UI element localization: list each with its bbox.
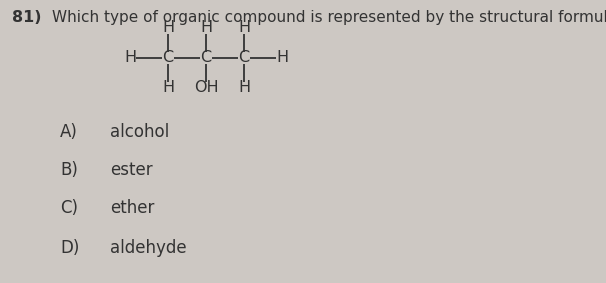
Text: ether: ether: [110, 199, 155, 217]
Text: aldehyde: aldehyde: [110, 239, 187, 257]
Text: C): C): [60, 199, 78, 217]
Text: C: C: [201, 50, 211, 65]
Text: H: H: [200, 20, 212, 35]
Text: ester: ester: [110, 161, 153, 179]
Text: H: H: [238, 80, 250, 95]
Text: D): D): [60, 239, 79, 257]
Text: A): A): [60, 123, 78, 141]
Text: B): B): [60, 161, 78, 179]
Text: OH: OH: [194, 80, 218, 95]
Text: C: C: [162, 50, 173, 65]
Text: H: H: [162, 80, 174, 95]
Text: alcohol: alcohol: [110, 123, 169, 141]
Text: C: C: [238, 50, 250, 65]
Text: 81): 81): [12, 10, 41, 25]
Text: H: H: [276, 50, 288, 65]
Text: H: H: [238, 20, 250, 35]
Text: H: H: [124, 50, 136, 65]
Text: Which type of organic compound is represented by the structural formula shown be: Which type of organic compound is repres…: [52, 10, 606, 25]
Text: H: H: [162, 20, 174, 35]
